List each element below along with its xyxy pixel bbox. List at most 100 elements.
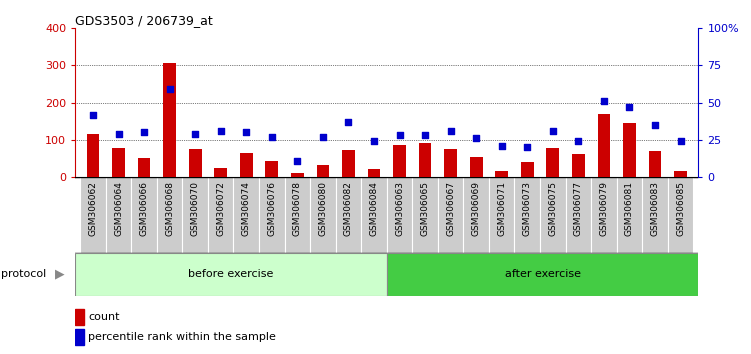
Point — [445, 128, 457, 134]
Bar — [157, 177, 182, 253]
Text: GSM306066: GSM306066 — [140, 181, 149, 236]
Bar — [438, 177, 463, 253]
Point — [419, 132, 431, 138]
Bar — [521, 162, 534, 177]
Bar — [463, 177, 489, 253]
Text: GSM306077: GSM306077 — [574, 181, 583, 236]
Text: GSM306085: GSM306085 — [676, 181, 685, 236]
Bar — [617, 177, 642, 253]
Point — [394, 132, 406, 138]
Bar — [496, 171, 508, 177]
Point — [572, 138, 584, 144]
Text: GSM306068: GSM306068 — [165, 181, 174, 236]
Bar — [259, 177, 285, 253]
Bar — [240, 153, 252, 177]
Bar — [316, 165, 329, 177]
Bar — [649, 151, 662, 177]
Point — [189, 131, 201, 137]
Bar — [361, 177, 387, 253]
Bar — [214, 168, 227, 177]
Text: GSM306071: GSM306071 — [497, 181, 506, 236]
Text: count: count — [89, 312, 119, 322]
Text: percentile rank within the sample: percentile rank within the sample — [89, 332, 276, 342]
Text: GSM306065: GSM306065 — [421, 181, 430, 236]
Text: GSM306063: GSM306063 — [395, 181, 404, 236]
Bar — [80, 177, 106, 253]
Point — [598, 98, 610, 104]
Text: GSM306076: GSM306076 — [267, 181, 276, 236]
Text: ▶: ▶ — [55, 268, 65, 281]
Text: after exercise: after exercise — [505, 269, 581, 279]
Bar — [598, 114, 611, 177]
Bar — [412, 177, 438, 253]
Text: GSM306064: GSM306064 — [114, 181, 123, 236]
Bar — [367, 169, 380, 177]
Bar — [342, 150, 354, 177]
Point — [164, 86, 176, 92]
Text: GSM306081: GSM306081 — [625, 181, 634, 236]
Text: GSM306067: GSM306067 — [446, 181, 455, 236]
Bar — [189, 149, 201, 177]
Bar — [419, 143, 432, 177]
Text: GSM306080: GSM306080 — [318, 181, 327, 236]
Bar — [234, 177, 259, 253]
Bar — [387, 177, 412, 253]
Point — [240, 130, 252, 135]
Text: before exercise: before exercise — [189, 269, 273, 279]
Text: GDS3503 / 206739_at: GDS3503 / 206739_at — [75, 14, 213, 27]
Bar — [75, 309, 85, 325]
Text: GSM306079: GSM306079 — [599, 181, 608, 236]
Text: GSM306069: GSM306069 — [472, 181, 481, 236]
Bar — [572, 154, 585, 177]
Bar — [489, 177, 514, 253]
Bar — [540, 177, 566, 253]
Bar — [310, 177, 336, 253]
Text: GSM306073: GSM306073 — [523, 181, 532, 236]
Bar — [387, 253, 698, 296]
Bar — [75, 329, 85, 345]
Bar — [285, 177, 310, 253]
Point — [521, 144, 533, 150]
Point — [547, 128, 559, 134]
Bar — [86, 134, 99, 177]
Bar — [182, 177, 208, 253]
Bar — [591, 177, 617, 253]
Text: GSM306078: GSM306078 — [293, 181, 302, 236]
Text: GSM306070: GSM306070 — [191, 181, 200, 236]
Point — [496, 143, 508, 149]
Point — [317, 134, 329, 140]
Bar — [291, 173, 303, 177]
Bar — [75, 253, 387, 296]
Bar — [668, 177, 693, 253]
Bar — [445, 149, 457, 177]
Text: GSM306075: GSM306075 — [548, 181, 557, 236]
Bar — [106, 177, 131, 253]
Point — [138, 130, 150, 135]
Point — [649, 122, 661, 128]
Text: GSM306084: GSM306084 — [369, 181, 379, 236]
Point — [342, 119, 354, 125]
Text: GSM306083: GSM306083 — [650, 181, 659, 236]
Bar — [137, 158, 150, 177]
Bar — [394, 145, 406, 177]
Bar — [514, 177, 540, 253]
Point — [215, 128, 227, 134]
Point — [674, 138, 686, 144]
Point — [113, 131, 125, 137]
Point — [266, 134, 278, 140]
Bar — [265, 161, 278, 177]
Bar — [163, 63, 176, 177]
Text: GSM306082: GSM306082 — [344, 181, 353, 236]
Bar — [208, 177, 234, 253]
Bar — [470, 156, 483, 177]
Text: GSM306062: GSM306062 — [89, 181, 98, 236]
Text: GSM306072: GSM306072 — [216, 181, 225, 236]
Bar — [566, 177, 591, 253]
Bar — [623, 123, 636, 177]
Bar — [547, 148, 559, 177]
Point — [368, 138, 380, 144]
Point — [291, 158, 303, 164]
Text: protocol: protocol — [1, 269, 46, 279]
Point — [470, 136, 482, 141]
Bar — [112, 148, 125, 177]
